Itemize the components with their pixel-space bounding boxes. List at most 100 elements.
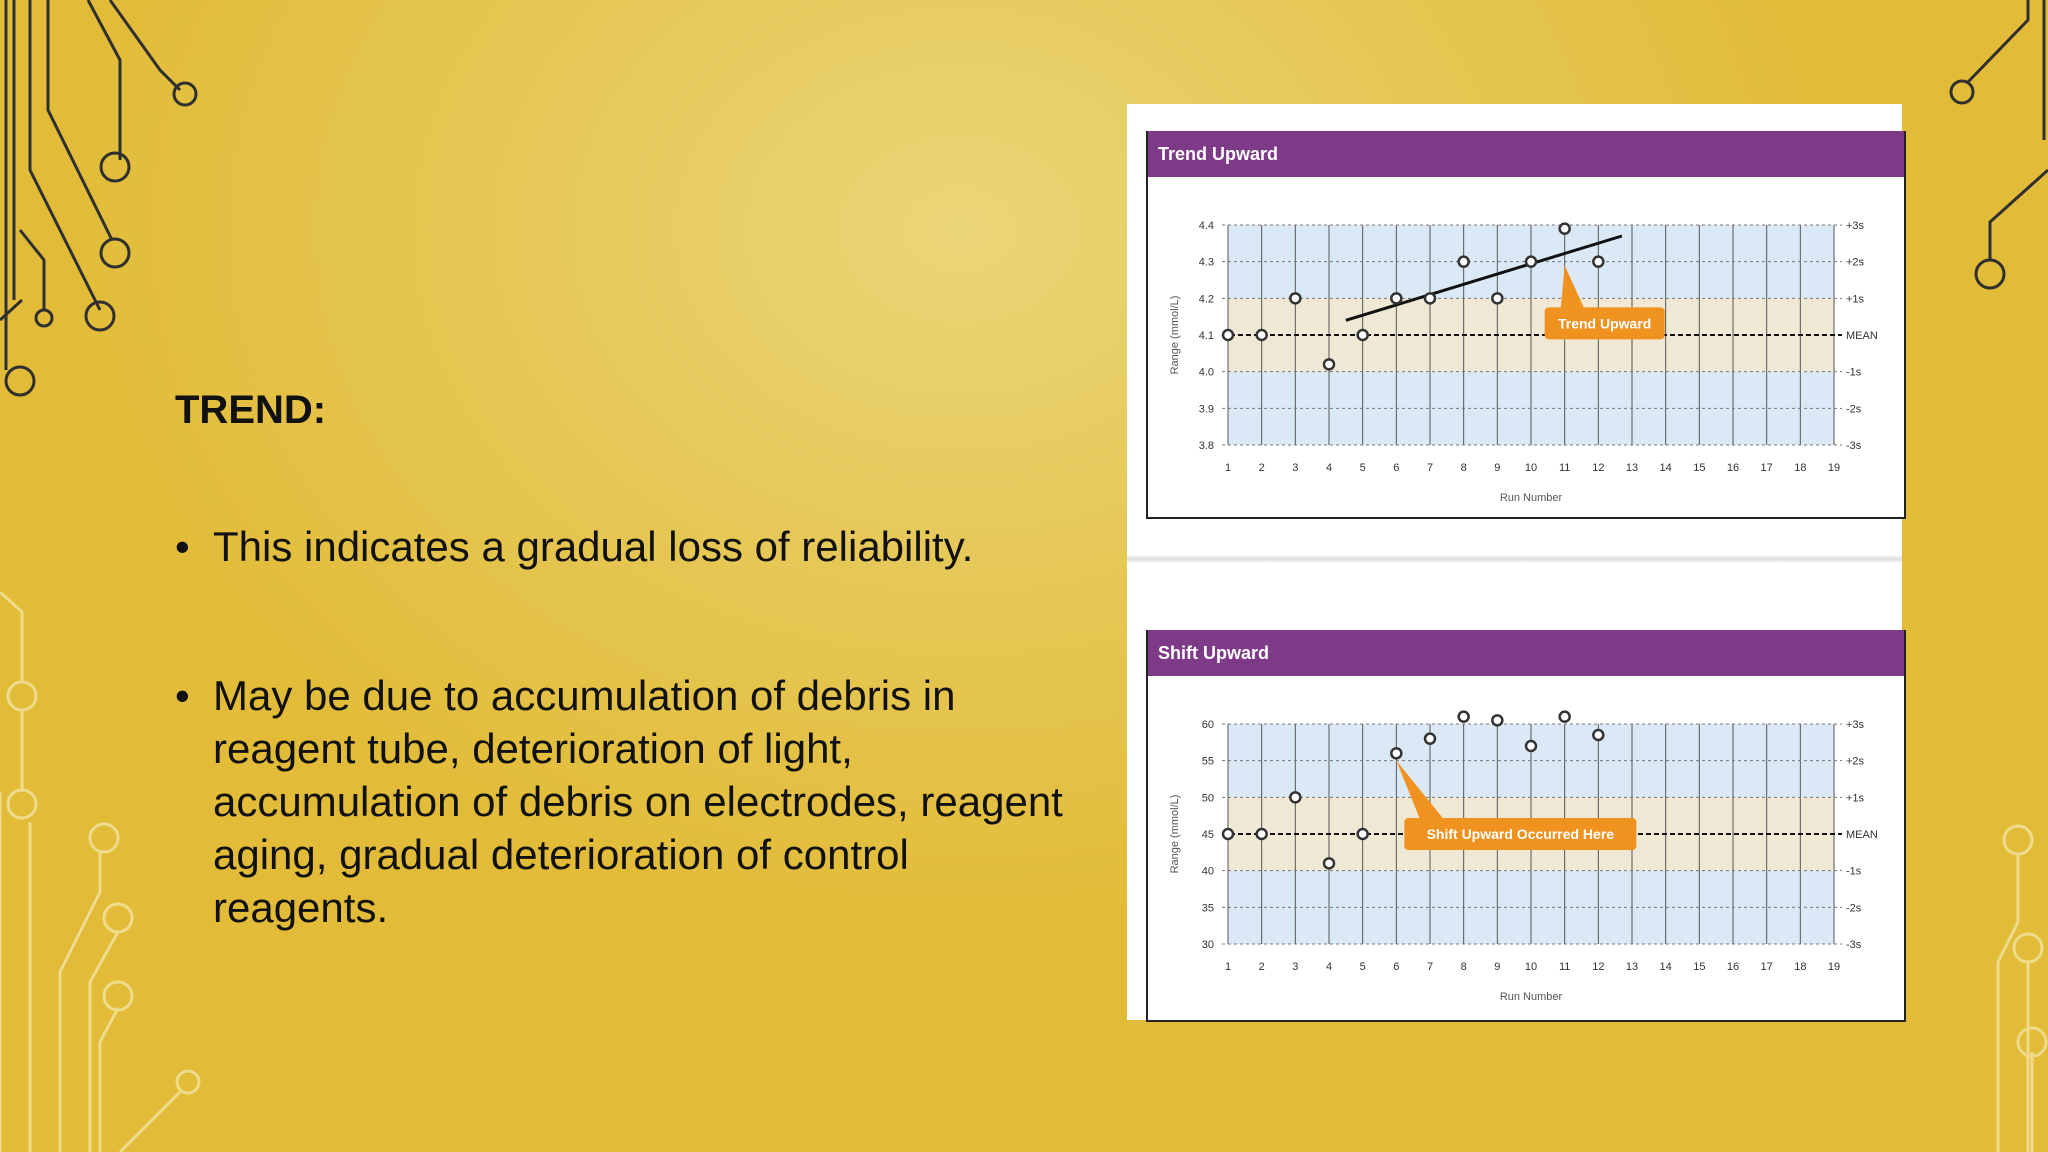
data-point [1322, 358, 1336, 371]
circuit-decoration-bottom-left [0, 592, 201, 1152]
chart-title: Trend Upward [1148, 131, 1904, 177]
sd-label: +1s [1846, 293, 1865, 305]
data-point [1592, 255, 1605, 268]
circuit-decoration-bottom-right [1996, 824, 2048, 1152]
y-tick-label: 4.2 [1199, 293, 1214, 305]
x-tick-label: 14 [1660, 961, 1672, 973]
x-tick-label: 5 [1360, 462, 1366, 474]
callout-box [1404, 818, 1637, 850]
x-tick-label: 1 [1225, 961, 1231, 973]
bullet-symbol: • [175, 523, 190, 570]
bullet-list: • This indicates a gradual loss of relia… [175, 520, 1075, 934]
x-tick-label: 18 [1794, 462, 1806, 474]
sd-label: -1s [1846, 866, 1862, 878]
x-tick-label: 11 [1559, 961, 1570, 973]
x-tick-label: 11 [1559, 462, 1570, 474]
x-tick-label: 12 [1592, 462, 1604, 474]
data-point [1289, 292, 1302, 305]
data-point [1322, 857, 1336, 870]
y-tick-label: 4.3 [1199, 257, 1214, 269]
sd-label: -2s [1846, 902, 1862, 914]
y-tick-label: 3.8 [1199, 440, 1214, 452]
x-axis-label: Run Number [1500, 492, 1563, 504]
sd-label: +2s [1846, 257, 1865, 269]
callout-box [1544, 307, 1665, 340]
x-tick-label: 2 [1259, 462, 1265, 474]
x-tick-label: 16 [1727, 961, 1739, 973]
data-point [1390, 292, 1403, 305]
x-tick-label: 18 [1794, 961, 1806, 973]
sd-label: -3s [1846, 939, 1862, 951]
x-tick-label: 8 [1461, 961, 1467, 973]
data-point [1390, 747, 1403, 760]
data-point [1255, 328, 1268, 342]
x-tick-label: 16 [1727, 462, 1739, 474]
x-tick-label: 9 [1494, 462, 1500, 474]
x-tick-label: 19 [1828, 462, 1840, 474]
data-point [1491, 714, 1504, 727]
trend-chart: 1 2 3 4 5 6 7 8 9 10 11 12 13 14 15 16 17 18 194.4 +3s4.3 +2… [1169, 220, 1878, 504]
bullet-symbol: • [175, 672, 190, 719]
x-tick-label: 5 [1360, 961, 1366, 973]
y-tick-label: 4.4 [1199, 220, 1214, 232]
y-axis-label: Range (mmol/L) [1169, 795, 1181, 874]
trend-line [1345, 234, 1623, 322]
x-tick-label: 9 [1494, 961, 1500, 973]
x-tick-label: 7 [1427, 462, 1433, 474]
data-point [1491, 292, 1504, 305]
bullet-text: May be due to accumulation of debris in … [213, 672, 1063, 931]
x-tick-label: 8 [1461, 462, 1467, 474]
callout-label: Trend Upward [1558, 315, 1651, 331]
x-tick-label: 10 [1525, 961, 1537, 973]
x-tick-label: 19 [1828, 961, 1840, 973]
y-tick-label: 50 [1202, 792, 1214, 804]
x-tick-label: 12 [1592, 961, 1604, 973]
data-point [1457, 255, 1470, 268]
y-tick-label: 3.9 [1199, 403, 1214, 415]
bullet-item: • This indicates a gradual loss of relia… [175, 520, 1075, 573]
sd-label: -2s [1846, 403, 1862, 415]
x-tick-label: 4 [1326, 462, 1332, 474]
x-tick-label: 15 [1693, 961, 1705, 973]
y-tick-label: 40 [1202, 866, 1214, 878]
x-tick-label: 1 [1225, 462, 1231, 474]
x-tick-label: 10 [1525, 462, 1537, 474]
callout-label: Shift Upward Occurred Here [1427, 826, 1615, 842]
bullet-text: This indicates a gradual loss of reliabi… [213, 523, 974, 570]
y-tick-label: 4.1 [1199, 330, 1214, 342]
data-point [1524, 739, 1538, 753]
x-tick-label: 17 [1761, 961, 1773, 973]
x-axis-label: Run Number [1500, 991, 1563, 1003]
x-tick-label: 15 [1693, 462, 1705, 474]
sd-label: +1s [1846, 792, 1865, 804]
data-point [1289, 791, 1302, 804]
sd-label: MEAN [1846, 829, 1878, 841]
x-tick-label: 6 [1393, 961, 1399, 973]
x-tick-label: 3 [1292, 961, 1298, 973]
callout-pointer [1560, 265, 1585, 310]
data-point [1255, 827, 1268, 841]
x-tick-label: 7 [1427, 961, 1433, 973]
circuit-decoration-top-right [1949, 0, 2048, 290]
slide-title: TREND: [175, 388, 327, 432]
x-tick-label: 13 [1626, 961, 1638, 973]
y-tick-label: 55 [1202, 756, 1214, 768]
data-point [1558, 710, 1571, 723]
data-point [1558, 222, 1571, 235]
data-point [1524, 255, 1538, 268]
y-axis-label: Range (mmol/L) [1169, 296, 1181, 375]
x-tick-label: 4 [1326, 961, 1332, 973]
circuit-decoration-top-left [0, 0, 198, 397]
sd-label: MEAN [1846, 330, 1878, 342]
sd-label: +3s [1846, 719, 1865, 731]
data-point [1592, 728, 1605, 742]
data-point [1356, 328, 1369, 342]
x-tick-label: 6 [1393, 462, 1399, 474]
x-tick-label: 17 [1761, 462, 1773, 474]
callout-pointer [1396, 760, 1445, 820]
data-point [1457, 710, 1470, 723]
y-tick-label: 45 [1202, 829, 1214, 841]
chart-title: Shift Upward [1148, 630, 1904, 676]
sd-label: -3s [1846, 440, 1862, 452]
